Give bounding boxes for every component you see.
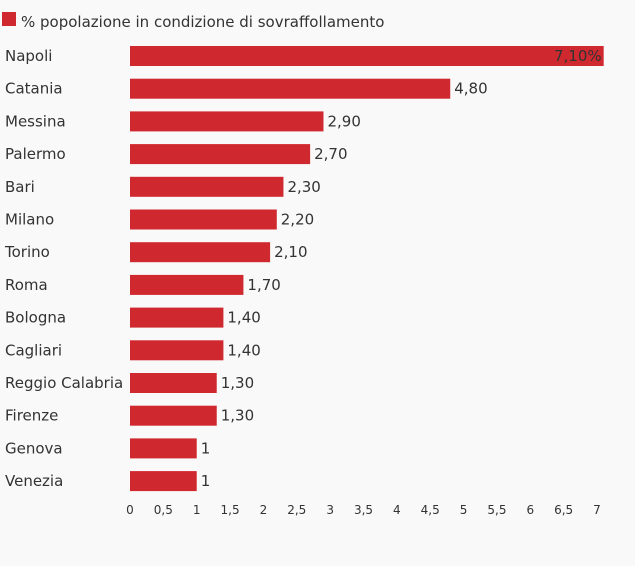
x-tick-label: 0,5 <box>154 503 173 517</box>
bar <box>130 373 217 393</box>
category-label: Roma <box>5 276 48 294</box>
value-label: 2,10 <box>274 243 307 261</box>
value-labels: 7,10% 4,80 2,90 2,70 2,30 2,20 2,10 1,70 1,40 1,4… <box>201 47 602 490</box>
value-label: 2,20 <box>281 211 314 229</box>
value-label: 4,80 <box>454 80 487 98</box>
value-label: 2,30 <box>287 178 320 196</box>
value-label: 1,40 <box>227 309 260 327</box>
category-label: Catania <box>5 80 63 98</box>
bar <box>130 242 271 263</box>
bar <box>130 176 284 197</box>
bar <box>130 340 224 361</box>
value-label: 1,70 <box>247 276 280 294</box>
category-label: Venezia <box>5 472 63 490</box>
bar <box>130 209 277 230</box>
x-tick-label: 1 <box>193 503 201 517</box>
bar <box>130 405 217 426</box>
x-tick-label: 1,5 <box>221 503 240 517</box>
legend-swatch <box>2 12 16 26</box>
value-label: 1,30 <box>221 407 254 425</box>
legend: % popolazione in condizione di sovraffol… <box>2 12 384 31</box>
x-tick-label: 4 <box>393 503 401 517</box>
category-label: Napoli <box>5 47 52 65</box>
value-label: 2,90 <box>327 112 360 130</box>
value-label: 1,30 <box>221 374 254 392</box>
bar <box>130 307 224 328</box>
bar <box>130 471 197 492</box>
bars <box>130 46 604 492</box>
x-tick-label: 6,5 <box>554 503 573 517</box>
x-tick-label: 2,5 <box>287 503 306 517</box>
value-label: 2,70 <box>314 145 347 163</box>
x-tick-label: 3,5 <box>354 503 373 517</box>
x-tick-label: 5 <box>460 503 468 517</box>
category-label: Palermo <box>5 145 66 163</box>
x-tick-label: 0 <box>126 503 134 517</box>
x-tick-label: 5,5 <box>487 503 506 517</box>
bar <box>130 78 451 99</box>
bar <box>130 274 244 295</box>
bar <box>130 46 604 66</box>
category-label: Messina <box>5 112 66 130</box>
category-label: Firenze <box>5 407 58 425</box>
category-label: Bologna <box>5 309 66 327</box>
value-label: 1 <box>201 472 211 490</box>
x-tick-label: 3 <box>326 503 334 517</box>
value-label: 1,40 <box>227 341 260 359</box>
category-label: Cagliari <box>5 341 62 359</box>
bar <box>130 438 197 459</box>
x-tick-label: 4,5 <box>421 503 440 517</box>
bar <box>130 144 311 165</box>
category-label: Torino <box>4 243 50 261</box>
value-label: 1 <box>201 439 211 457</box>
x-axis-ticks: 0 0,5 1 1,5 2 2,5 3 3,5 4 4,5 5 5,5 6 6,5 7 <box>126 503 601 517</box>
bar <box>130 111 324 132</box>
legend-label: % popolazione in condizione di sovraffol… <box>21 13 384 31</box>
category-labels: Napoli Catania Messina Palermo Bari Milano Tor… <box>4 47 123 490</box>
x-tick-label: 2 <box>260 503 268 517</box>
x-tick-label: 7 <box>593 503 601 517</box>
category-label: Genova <box>5 439 63 457</box>
category-label: Milano <box>5 211 54 229</box>
category-label: Bari <box>5 178 35 196</box>
value-label: 7,10% <box>554 47 602 65</box>
x-tick-label: 6 <box>526 503 534 517</box>
category-label: Reggio Calabria <box>5 374 123 392</box>
